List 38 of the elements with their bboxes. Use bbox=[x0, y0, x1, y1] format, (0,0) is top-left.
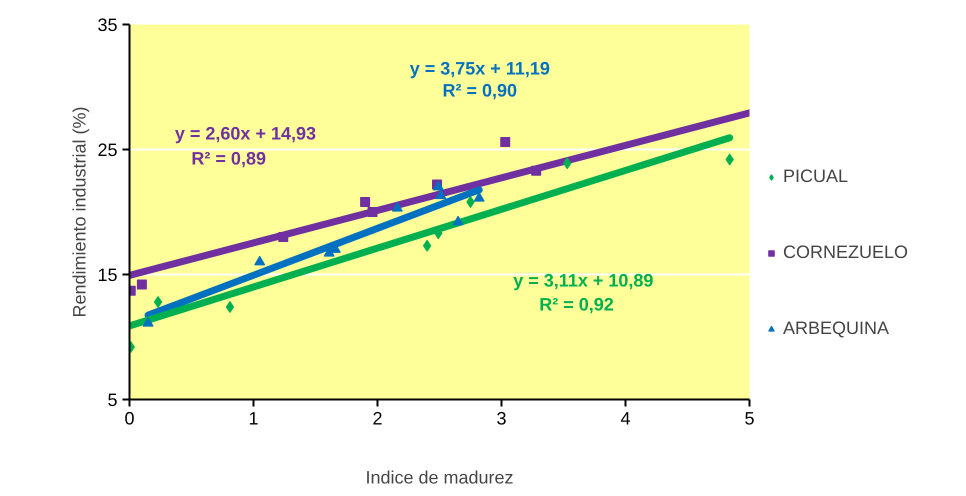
x-tick-label: 0 bbox=[124, 408, 135, 428]
point bbox=[392, 202, 403, 212]
annotation: y = 3,75x + 11,19 bbox=[410, 58, 550, 78]
point bbox=[466, 196, 475, 208]
point bbox=[435, 189, 446, 200]
legend-label: ARBEQUINA bbox=[783, 318, 890, 339]
point bbox=[154, 296, 162, 308]
point bbox=[500, 137, 510, 147]
legend-label: CORNEZUELO bbox=[783, 242, 908, 263]
point bbox=[474, 192, 485, 202]
x-tick-label: 4 bbox=[620, 408, 631, 428]
point bbox=[452, 216, 464, 226]
point bbox=[136, 280, 147, 290]
x-tick-label: 2 bbox=[372, 408, 383, 428]
annotation: R² = 0,90 bbox=[442, 80, 518, 100]
point bbox=[278, 232, 288, 242]
y-axis-title: Rendimiento industrial (%) bbox=[69, 106, 90, 318]
y-tick-label: 25 bbox=[97, 140, 118, 160]
point bbox=[226, 301, 234, 313]
x-tick-label: 5 bbox=[744, 408, 755, 428]
annotation: R² = 0,89 bbox=[191, 148, 266, 168]
point bbox=[422, 240, 432, 252]
annotation: R² = 0,92 bbox=[539, 294, 614, 315]
point bbox=[368, 207, 378, 217]
point bbox=[531, 166, 542, 176]
point bbox=[254, 256, 266, 266]
legend-label: PICUAL bbox=[783, 166, 848, 187]
y-tick-label: 35 bbox=[97, 15, 118, 35]
x-tick-label: 1 bbox=[248, 408, 259, 428]
annotation: y = 2,60x + 14,93 bbox=[174, 124, 316, 144]
point bbox=[725, 154, 734, 166]
x-axis-title: Indice de madurez bbox=[365, 468, 514, 488]
y-tick-label: 15 bbox=[97, 265, 118, 285]
point bbox=[142, 316, 154, 327]
annotation: y = 3,11x + 10,89 bbox=[513, 270, 654, 291]
x-tick-label: 3 bbox=[496, 408, 507, 428]
y-tick-label: 5 bbox=[107, 390, 118, 410]
point bbox=[360, 197, 370, 207]
